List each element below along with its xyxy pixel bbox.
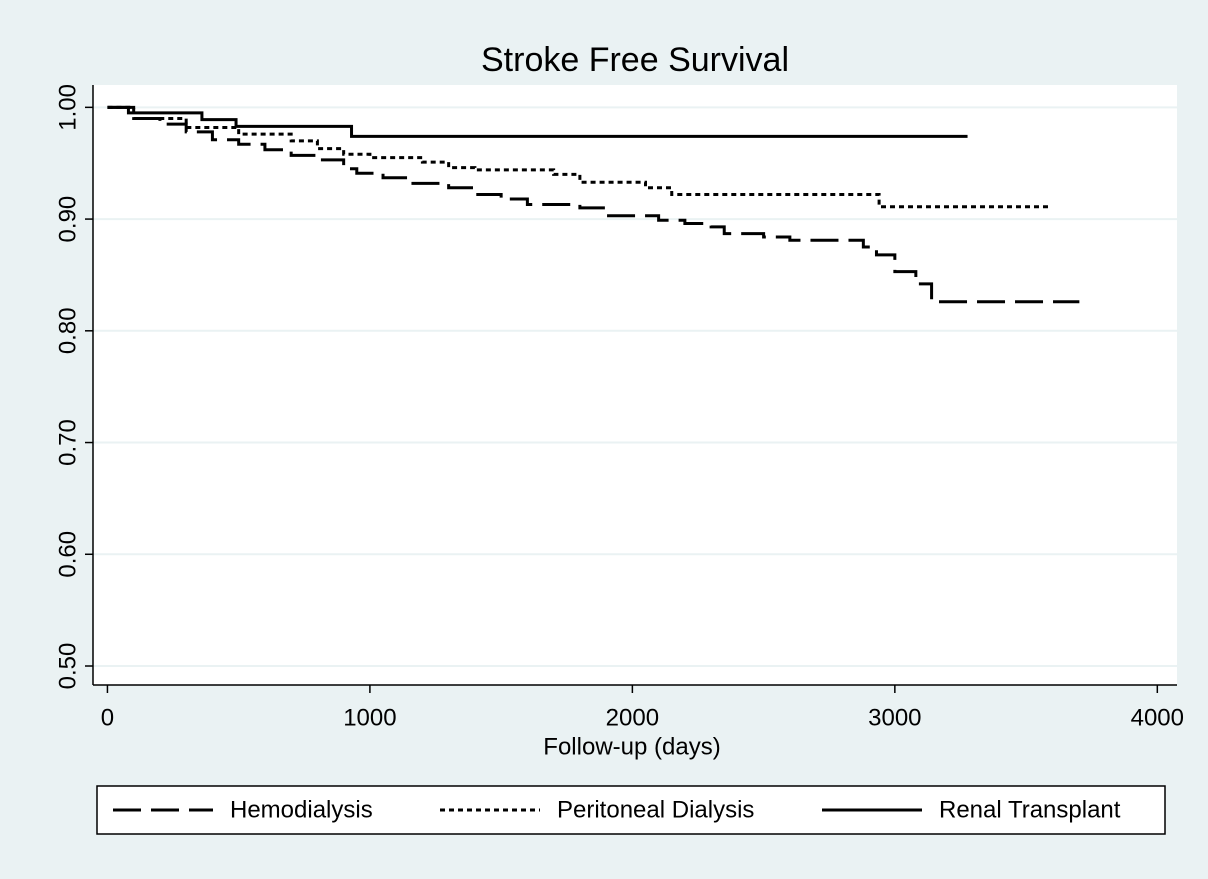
x-axis-title: Follow-up (days) — [543, 733, 720, 760]
x-tick-label: 2000 — [606, 704, 659, 731]
y-tick-label: 0.50 — [54, 643, 81, 690]
plot-area — [93, 85, 1177, 685]
y-tick-label: 0.70 — [54, 419, 81, 466]
survival-line — [107, 105, 1080, 304]
y-tick-label: 1.00 — [54, 84, 81, 131]
chart-title: Stroke Free Survival — [481, 41, 789, 79]
y-tick-label: 0.90 — [54, 196, 81, 243]
x-tick-label: 4000 — [1131, 704, 1184, 731]
x-tick-label: 1000 — [343, 704, 396, 731]
x-tick-label: 3000 — [868, 704, 921, 731]
legend-label: Peritoneal Dialysis — [557, 796, 754, 823]
legend-box — [96, 785, 1166, 835]
legend-label: Hemodialysis — [230, 796, 373, 823]
y-tick-label: 0.80 — [54, 307, 81, 354]
y-tick-label: 0.60 — [54, 531, 81, 578]
survival-line — [107, 105, 968, 138]
legend-label: Renal Transplant — [939, 796, 1121, 823]
x-tick-label: 0 — [101, 704, 114, 731]
